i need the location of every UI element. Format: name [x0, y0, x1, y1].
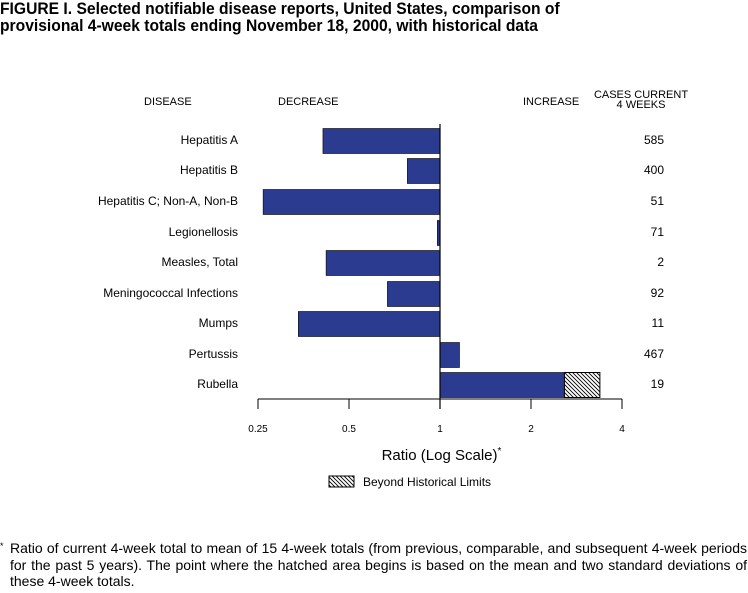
disease-column-header: DISEASE — [144, 96, 192, 108]
cases-count: 71 — [650, 225, 664, 239]
footnote: * Ratio of current 4-week total to mean … — [0, 540, 748, 590]
x-tick-label: 1 — [437, 424, 443, 435]
increase-header: INCREASE — [523, 96, 580, 108]
cases-column-header: CASES CURRENT 4 WEEKS — [586, 89, 696, 111]
cases-count: 400 — [643, 163, 664, 177]
disease-label: Pertussis — [188, 347, 238, 361]
decrease-header: DECREASE — [278, 96, 339, 108]
legend-hatched-swatch — [328, 475, 355, 488]
x-tick-label: 0.5 — [342, 424, 356, 435]
cases-count: 467 — [643, 347, 664, 361]
x-tick-label: 0.25 — [248, 424, 268, 435]
disease-label: Hepatitis A — [180, 133, 238, 147]
bar-meningococcal-infections — [387, 281, 441, 307]
bar-mumps — [298, 311, 441, 337]
bar-hepatitis-b — [407, 158, 441, 184]
cases-count: 51 — [650, 194, 664, 208]
bar-hepatitis-c-non-a-non-b — [262, 189, 441, 215]
cases-count: 19 — [650, 377, 664, 391]
cases-header-line-2: 4 WEEKS — [616, 99, 666, 111]
bar-hepatitis-a — [322, 128, 441, 154]
x-axis-title: Ratio (Log Scale)* — [0, 446, 748, 464]
disease-label: Hepatitis C; Non-A, Non-B — [97, 194, 238, 208]
disease-label: Measles, Total — [161, 255, 238, 269]
figure-title: FIGURE I. Selected notifiable disease re… — [0, 0, 688, 34]
disease-label: Legionellosis — [168, 225, 238, 239]
figure-title-line-2: provisional 4-week totals ending Novembe… — [0, 16, 539, 35]
disease-label: Hepatitis B — [179, 163, 238, 177]
x-tick-label: 2 — [528, 424, 534, 435]
cases-count: 2 — [657, 255, 664, 269]
disease-label: Meningococcal Infections — [103, 286, 238, 300]
legend-label: Beyond Historical Limits — [363, 475, 492, 489]
bar-measles-total — [325, 250, 441, 276]
bar-rubella — [439, 372, 565, 398]
disease-label: Mumps — [198, 316, 238, 330]
cases-count: 585 — [643, 133, 664, 147]
bar-beyond-limits-rubella — [563, 372, 601, 398]
x-axis-footnote-marker: * — [497, 446, 502, 457]
cases-count: 92 — [650, 286, 664, 300]
bar-pertussis — [439, 342, 460, 368]
figure-title-line-1: FIGURE I. Selected notifiable disease re… — [0, 0, 560, 18]
cases-header-line-1: CASES CURRENT — [593, 89, 689, 101]
cases-count: 11 — [651, 316, 664, 330]
disease-label: Rubella — [197, 377, 238, 391]
footnote-marker: * — [0, 541, 4, 551]
x-tick-label: 4 — [619, 424, 625, 435]
footnote-text: Ratio of current 4-week total to mean of… — [10, 540, 747, 589]
x-axis-label: Ratio (Log Scale) — [381, 447, 498, 464]
